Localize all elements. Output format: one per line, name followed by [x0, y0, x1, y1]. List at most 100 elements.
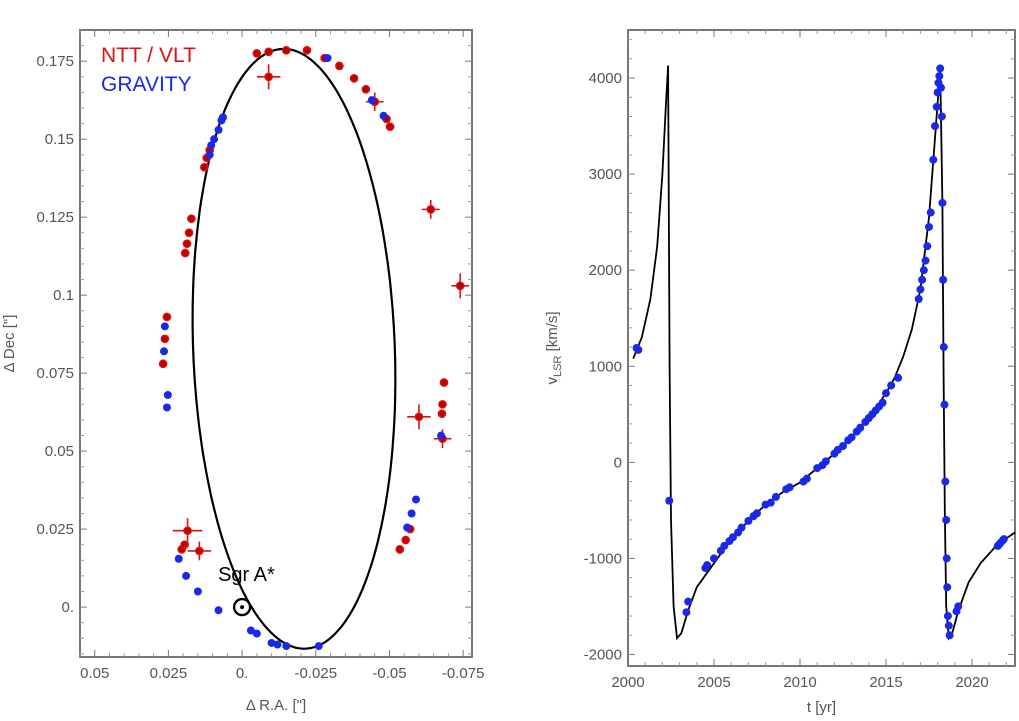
sgr-a-star-dot — [240, 605, 245, 610]
velocity-point — [944, 621, 953, 630]
ntt-vlt-point — [180, 540, 189, 550]
velocity-point — [939, 275, 948, 284]
ntt-vlt-point — [158, 359, 168, 369]
left-x-axis-label: Δ R.A. ["] — [246, 697, 306, 714]
right-plot-frame — [627, 29, 1016, 667]
velocity-point — [954, 602, 963, 611]
gravity-point — [412, 495, 420, 504]
gravity-point — [182, 571, 191, 580]
velocity-point — [894, 373, 903, 382]
ntt-vlt-point — [437, 409, 447, 419]
velocity-point — [771, 492, 780, 501]
gravity-point — [207, 141, 216, 150]
velocity-point — [935, 72, 944, 81]
right-y-label-unit: [km/s] — [544, 311, 561, 355]
right-y-label-main: v — [544, 377, 561, 385]
velocity-point — [728, 533, 737, 542]
ntt-vlt-point — [349, 74, 359, 83]
left-x-tick-label: -0.025 — [295, 665, 338, 682]
right-y-tick-label: 4000 — [589, 70, 622, 87]
velocity-point — [682, 608, 691, 617]
left-x-tick-label: 0.025 — [150, 665, 188, 682]
velocity-point — [703, 561, 712, 570]
ntt-vlt-point — [252, 49, 262, 58]
ntt-vlt-point — [264, 47, 273, 57]
velocity-point — [945, 631, 954, 640]
velocity-point — [943, 583, 952, 592]
ntt-vlt-point — [385, 122, 395, 132]
right-x-axis-label: t [yr] — [807, 699, 836, 716]
velocity-point — [684, 597, 693, 606]
ntt-vlt-point — [439, 378, 449, 387]
velocity-point — [916, 285, 925, 294]
ntt-vlt-point — [180, 248, 190, 258]
legend-ntt-vlt: NTT / VLT — [101, 44, 196, 67]
left-y-tick-label: 0. — [61, 599, 74, 616]
gravity-point — [174, 554, 183, 563]
ntt-vlt-point — [414, 412, 424, 422]
left-y-tick-label: 0.1 — [53, 287, 74, 304]
right-y-tick-label: 1000 — [589, 358, 622, 375]
gravity-point — [273, 640, 282, 649]
right-y-tick-label: 0 — [614, 454, 622, 471]
gravity-point — [252, 629, 261, 638]
velocity-point — [921, 256, 930, 265]
ntt-vlt-point — [195, 546, 204, 556]
gravity-point — [162, 403, 171, 412]
left-chart-orbit: 0.05 0.025 0. -0.025 -0.05 -0.075 0. 0.025 0.05 0… — [1, 29, 484, 714]
velocity-point — [882, 389, 890, 398]
left-y-tick-label: 0.125 — [36, 209, 74, 226]
gravity-point — [323, 54, 332, 63]
velocity-point — [737, 523, 746, 532]
ntt-vlt-point — [438, 399, 447, 409]
gravity-point — [160, 322, 169, 331]
velocity-point — [856, 423, 865, 432]
gravity-point — [210, 135, 219, 144]
left-axis-ticks: 0.05 0.025 0. -0.025 -0.05 -0.075 0. 0.025 0.05 0… — [36, 30, 484, 682]
velocity-point — [802, 474, 811, 483]
ntt-vlt-point — [264, 72, 273, 82]
sgr-a-star-label: Sgr A* — [218, 564, 275, 586]
right-y-tick-label: 2000 — [589, 262, 622, 279]
velocity-point — [914, 295, 923, 304]
right-x-tick-label: 2020 — [955, 674, 988, 691]
velocity-point — [766, 498, 775, 507]
ntt-vlt-point — [395, 545, 405, 554]
left-y-axis-label: Δ Dec ["] — [1, 315, 18, 373]
left-x-tick-label: 0. — [236, 665, 249, 682]
velocity-point — [918, 275, 927, 284]
gravity-point — [437, 431, 446, 440]
velocity-point — [942, 554, 951, 563]
velocity-point — [785, 483, 794, 492]
velocity-point — [936, 64, 945, 73]
velocity-point — [937, 83, 946, 92]
velocity-point — [940, 400, 949, 409]
gravity-point — [407, 509, 416, 518]
ntt-vlt-point — [401, 535, 411, 545]
right-x-tick-label: 2015 — [869, 674, 902, 691]
ntt-vlt-point — [200, 162, 209, 172]
right-data-points — [632, 64, 1008, 640]
velocity-point — [821, 457, 830, 466]
right-y-label-sub: LSR — [552, 356, 564, 377]
left-y-tick-label: 0.175 — [36, 53, 74, 70]
velocity-point — [929, 155, 938, 164]
left-x-tick-label: -0.05 — [372, 665, 406, 682]
orbit-ellipse — [191, 47, 397, 650]
velocity-point — [753, 509, 761, 518]
velocity-point — [925, 222, 933, 231]
velocity-point — [937, 112, 946, 121]
left-y-tick-label: 0.075 — [36, 365, 74, 382]
velocity-point — [931, 122, 940, 131]
ntt-vlt-point — [426, 205, 436, 214]
ntt-vlt-point — [302, 45, 312, 55]
velocity-point — [938, 198, 947, 207]
right-x-tick-label: 2005 — [697, 674, 730, 691]
gravity-point — [214, 606, 223, 615]
velocity-point — [926, 208, 935, 217]
velocity-point — [999, 535, 1008, 544]
left-x-tick-label: -0.075 — [442, 665, 485, 682]
gravity-point — [379, 111, 388, 120]
ntt-vlt-point — [160, 334, 170, 344]
ntt-vlt-point — [184, 228, 194, 238]
